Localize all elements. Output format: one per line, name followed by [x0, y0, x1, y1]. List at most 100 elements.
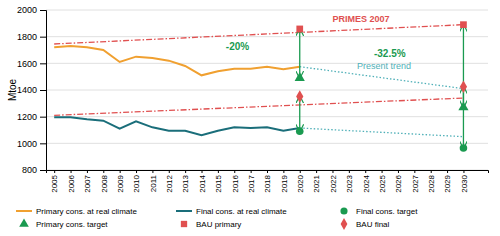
annotation: Present trend: [357, 61, 411, 71]
x-tick: 2029: [443, 170, 452, 193]
x-tick: 2028: [427, 170, 436, 193]
y-tick-label: 1000: [17, 139, 37, 149]
x-tick: 2017: [247, 170, 256, 193]
arrow: [463, 87, 464, 148]
y-tick: 1000: [17, 139, 46, 149]
x-tick-mark: [103, 170, 104, 173]
x-tick-mark: [332, 170, 333, 173]
y-tick-label: 1800: [17, 32, 37, 42]
grid-line: [46, 63, 488, 64]
x-tick: 2019: [280, 170, 289, 193]
y-axis: 800100012001400160018002000: [17, 5, 47, 175]
x-tick-mark: [185, 170, 186, 173]
legend-item: Primary cons. target: [19, 218, 108, 228]
y-axis-line: [40, 11, 47, 171]
x-tick-mark: [365, 170, 366, 173]
x-tick-mark: [398, 170, 399, 173]
x-tick-label: 2023: [345, 174, 354, 192]
x-tick-label: 2027: [411, 174, 420, 192]
x-tick: 2030: [460, 170, 469, 193]
x-tick-mark: [349, 170, 350, 173]
point: [460, 80, 467, 92]
legend-item: Final cons. target: [340, 207, 418, 216]
grid-line: [46, 143, 488, 144]
y-tick-mark: [40, 37, 46, 38]
y-tick-mark: [40, 10, 46, 11]
x-tick-mark: [218, 170, 219, 173]
legend-label: Primary cons. target: [36, 220, 108, 229]
x-tick-label: 2021: [312, 174, 321, 192]
x-tick-mark: [382, 170, 383, 173]
arrow: [299, 29, 300, 78]
y-tick-label: 2000: [17, 5, 37, 15]
x-tick: 2018: [263, 170, 272, 193]
point: [296, 26, 303, 33]
x-tick: 2006: [67, 170, 76, 193]
x-tick-label: 2015: [214, 174, 223, 192]
y-tick-label: 1600: [17, 59, 37, 69]
x-tick-label: 2013: [181, 174, 190, 192]
x-tick: 2023: [345, 170, 354, 193]
legend-label: Primary cons. at real climate: [36, 207, 137, 216]
point: [460, 144, 468, 152]
y-tick: 1600: [17, 59, 46, 69]
x-tick-mark: [169, 170, 170, 173]
x-tick: 2005: [50, 170, 59, 193]
y-tick-mark: [40, 143, 46, 144]
y-tick-label: 800: [22, 165, 37, 175]
x-tick-label: 2028: [427, 174, 436, 192]
plot-area: [54, 21, 468, 151]
y-tick-label: 1400: [17, 85, 37, 95]
series-line: [300, 128, 464, 137]
x-tick-mark: [152, 170, 153, 173]
x-tick-label: 2026: [394, 174, 403, 192]
series-line: [54, 98, 463, 115]
x-tick-mark: [71, 170, 72, 173]
point: [460, 21, 467, 28]
x-tick-label: 2024: [362, 174, 371, 192]
legend-swatch: [19, 218, 29, 226]
x-tick-label: 2006: [67, 174, 76, 192]
point: [296, 128, 304, 136]
x-tick-label: 2025: [378, 174, 387, 192]
legend-item: BAU primary: [181, 220, 242, 229]
x-tick-mark: [414, 170, 415, 173]
x-tick-mark: [283, 170, 284, 173]
x-tick: 2026: [394, 170, 403, 193]
x-tick: 2016: [231, 170, 240, 193]
y-tick: 1400: [17, 85, 46, 95]
series-line: [54, 117, 300, 135]
series-line: [54, 25, 463, 44]
legend-item: Final cons. at real climate: [176, 207, 287, 216]
y-axis-title: Mtoe: [7, 78, 18, 101]
y-tick-mark: [40, 90, 46, 91]
x-tick-mark: [202, 170, 203, 173]
x-axis: 2005200620072008200920102011201220132014…: [47, 170, 489, 193]
x-tick-label: 2011: [149, 174, 158, 192]
x-tick-mark: [431, 170, 432, 173]
x-tick: 2014: [198, 170, 207, 193]
x-tick-mark: [251, 170, 252, 173]
legend-item: BAU final: [341, 218, 390, 230]
y-tick: 2000: [17, 5, 46, 15]
annotation: -32.5%: [374, 48, 406, 59]
x-tick: 2022: [329, 170, 338, 193]
x-tick: 2020: [296, 170, 305, 193]
x-tick-label: 2009: [116, 174, 125, 192]
x-tick: 2008: [100, 170, 109, 193]
point: [458, 101, 468, 110]
legend-swatch: [16, 210, 32, 212]
annotation: PRIMES 2007: [332, 14, 389, 24]
y-tick: 800: [22, 165, 46, 175]
y-tick-mark: [40, 170, 46, 171]
x-tick: 2027: [411, 170, 420, 193]
x-tick-label: 2008: [100, 174, 109, 192]
grid: [46, 10, 488, 170]
x-tick: 2011: [149, 170, 158, 192]
x-tick: 2024: [362, 170, 371, 193]
x-tick: 2015: [214, 170, 223, 193]
legend-swatch: [176, 210, 192, 212]
x-tick-label: 2007: [83, 174, 92, 192]
x-tick: 2025: [378, 170, 387, 193]
chart: 2005200620072008200920102011201220132014…: [0, 0, 500, 236]
